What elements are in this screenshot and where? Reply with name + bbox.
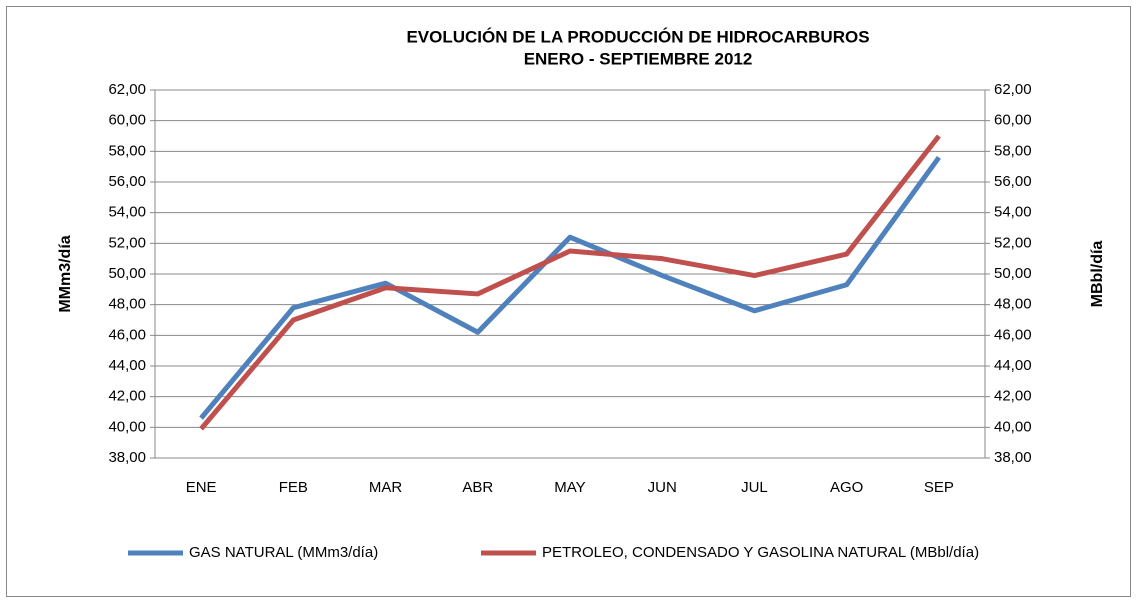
y-axis-title: MMm3/día	[57, 235, 74, 312]
y2-tick-label: 44,00	[994, 357, 1032, 374]
y-tick-label: 40,00	[108, 418, 146, 435]
y-tick-label: 48,00	[108, 296, 146, 313]
y2-tick-label: 56,00	[994, 173, 1032, 190]
x-tick-label: JUN	[648, 479, 677, 496]
y2-tick-label: 58,00	[994, 142, 1032, 159]
y2-tick-label: 50,00	[994, 265, 1032, 282]
y2-tick-label: 52,00	[994, 234, 1032, 251]
y-tick-label: 58,00	[108, 142, 146, 159]
series-line	[199, 134, 941, 431]
y2-tick-label: 40,00	[994, 418, 1032, 435]
x-tick-label: AGO	[830, 479, 863, 496]
x-tick-label: JUL	[741, 479, 768, 496]
y2-tick-label: 62,00	[994, 81, 1032, 98]
x-tick-label: FEB	[279, 479, 308, 496]
y-tick-label: 60,00	[108, 112, 146, 129]
x-tick-label: SEP	[924, 479, 954, 496]
y2-axis-title: MBbl/día	[1089, 241, 1106, 308]
x-tick-label: ABR	[462, 479, 493, 496]
x-tick-label: MAY	[554, 479, 585, 496]
x-tick-label: MAR	[369, 479, 403, 496]
chart-title: EVOLUCIÓN DE LA PRODUCCIÓN DE HIDROCARBU…	[406, 27, 869, 46]
y-tick-label: 44,00	[108, 357, 146, 374]
y-tick-label: 54,00	[108, 204, 146, 221]
chart-border	[6, 6, 1131, 597]
y-tick-label: 62,00	[108, 81, 146, 98]
y-tick-label: 46,00	[108, 326, 146, 343]
y2-tick-label: 54,00	[994, 204, 1032, 221]
y-tick-label: 52,00	[108, 234, 146, 251]
y2-tick-label: 42,00	[994, 388, 1032, 405]
x-tick-label: ENE	[186, 479, 217, 496]
legend-label: PETROLEO, CONDENSADO Y GASOLINA NATURAL …	[542, 544, 979, 561]
y-tick-label: 42,00	[108, 388, 146, 405]
y-tick-label: 56,00	[108, 173, 146, 190]
y-tick-label: 38,00	[108, 449, 146, 466]
y2-tick-label: 60,00	[994, 112, 1032, 129]
legend-label: GAS NATURAL (MMm3/día)	[189, 544, 378, 561]
series-line	[199, 156, 941, 420]
y2-tick-label: 38,00	[994, 449, 1032, 466]
chart-subtitle: ENERO - SEPTIEMBRE 2012	[524, 49, 753, 68]
y2-tick-label: 46,00	[994, 326, 1032, 343]
y2-tick-label: 48,00	[994, 296, 1032, 313]
y-tick-label: 50,00	[108, 265, 146, 282]
